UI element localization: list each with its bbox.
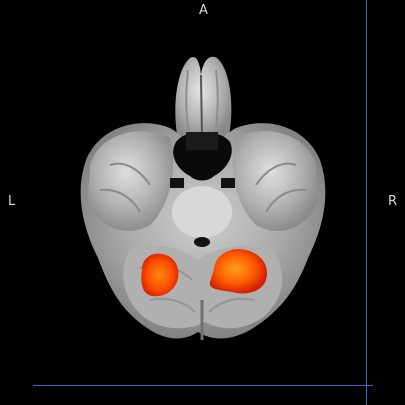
orientation-label-anterior: A	[199, 3, 208, 18]
activation-overlay[interactable]	[141, 248, 268, 297]
orientation-label-right: R	[388, 194, 398, 209]
frontal-region	[175, 56, 232, 140]
csf-region	[170, 132, 235, 188]
activation-cluster-right	[209, 248, 268, 294]
crosshair-horizontal-line[interactable]	[33, 385, 373, 386]
crosshair-vertical-line[interactable]	[366, 0, 367, 405]
activation-cluster-left	[141, 253, 179, 297]
orientation-label-left: L	[8, 194, 16, 209]
